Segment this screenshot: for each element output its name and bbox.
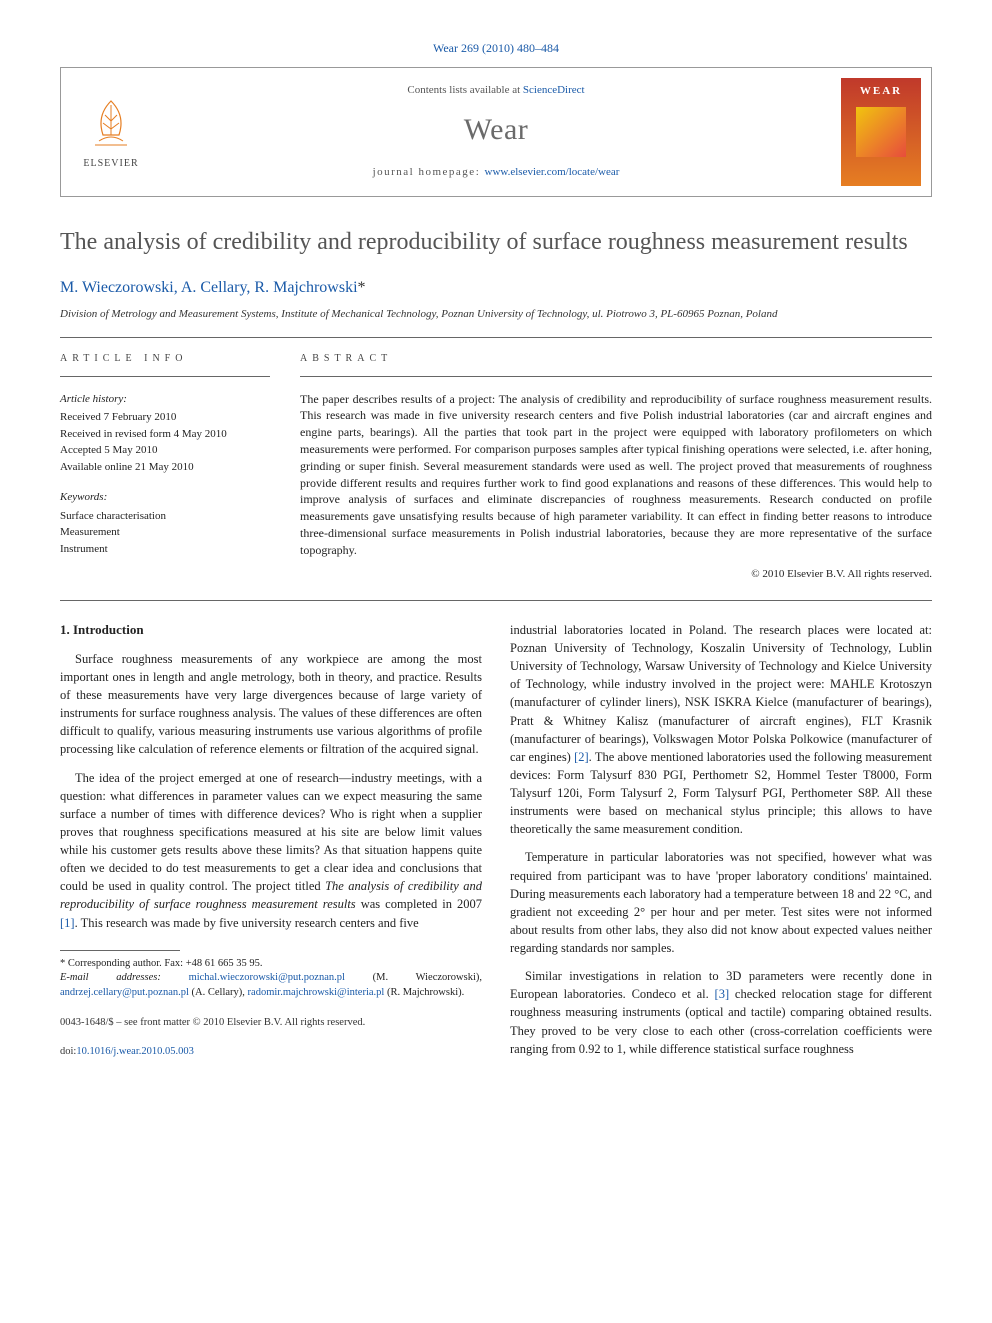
emails-label: E-mail addresses: [60,972,189,983]
body-paragraph: Similar investigations in relation to 3D… [510,967,932,1058]
email-link[interactable]: michal.wieczorowski@put.poznan.pl [189,972,345,983]
journal-cover-thumbnail: WEAR [841,78,921,186]
body-paragraph: The idea of the project emerged at one o… [60,769,482,932]
corresponding-mark: * [358,279,366,296]
article-info-label: ARTICLE INFO [60,352,270,366]
citation-ref[interactable]: [3] [715,987,730,1001]
publisher-logo: ELSEVIER [61,68,161,196]
citation-ref[interactable]: [1] [60,916,75,930]
keyword: Measurement [60,524,270,541]
doi-line: doi:10.1016/j.wear.2010.05.003 [60,1044,482,1059]
contents-available-line: Contents lists available at ScienceDirec… [407,83,584,98]
article-title: The analysis of credibility and reproduc… [60,227,932,257]
keyword: Instrument [60,541,270,558]
journal-homepage-line: journal homepage: www.elsevier.com/locat… [373,165,620,180]
header-center: Contents lists available at ScienceDirec… [161,68,831,196]
elsevier-tree-icon [81,93,141,153]
keywords-block: Keywords: Surface characterisation Measu… [60,489,270,557]
section-heading: 1. Introduction [60,621,482,640]
article-info-box: ARTICLE INFO Article history: Received 7… [60,352,270,582]
author-link[interactable]: M. Wieczorowski, A. Cellary, R. Majchrow… [60,279,358,296]
keyword: Surface characterisation [60,508,270,525]
info-abstract-row: ARTICLE INFO Article history: Received 7… [60,352,932,582]
header-citation: Wear 269 (2010) 480–484 [60,40,932,57]
doi-link[interactable]: 10.1016/j.wear.2010.05.003 [76,1046,194,1057]
journal-header-box: ELSEVIER Contents lists available at Sci… [60,67,932,197]
divider [60,376,270,377]
para-text: was completed in 2007 [356,897,482,911]
body-paragraph: industrial laboratories located in Polan… [510,621,932,839]
para-text: The idea of the project emerged at one o… [60,771,482,894]
para-text: . This research was made by five univers… [75,916,419,930]
history-line: Received 7 February 2010 [60,409,270,426]
abstract-text: The paper describes results of a project… [300,391,932,559]
history-line: Accepted 5 May 2010 [60,442,270,459]
divider [300,376,932,377]
keywords-heading: Keywords: [60,489,270,506]
history-heading: Article history: [60,391,270,408]
body-columns: 1. Introduction Surface roughness measur… [60,621,932,1068]
abstract-copyright: © 2010 Elsevier B.V. All rights reserved… [300,567,932,582]
citation-link[interactable]: Wear 269 (2010) 480–484 [433,41,559,55]
email-footnote: E-mail addresses: michal.wieczorowski@pu… [60,971,482,1000]
history-line: Received in revised form 4 May 2010 [60,426,270,443]
email-who: (A. Cellary), [189,987,248,998]
journal-name: Wear [464,109,529,151]
history-line: Available online 21 May 2010 [60,459,270,476]
cover-art-icon [856,107,906,157]
corresponding-footnote: * Corresponding author. Fax: +48 61 665 … [60,957,482,972]
article-history: Article history: Received 7 February 201… [60,391,270,476]
body-paragraph: Surface roughness measurements of any wo… [60,650,482,759]
abstract-label: ABSTRACT [300,352,932,366]
sciencedirect-link[interactable]: ScienceDirect [523,84,585,96]
affiliation: Division of Metrology and Measurement Sy… [60,307,932,322]
para-text: industrial laboratories located in Polan… [510,623,932,764]
footnotes: * Corresponding author. Fax: +48 61 665 … [60,957,482,1001]
divider [60,600,932,601]
footnote-rule [60,950,180,951]
homepage-link[interactable]: www.elsevier.com/locate/wear [485,166,620,178]
citation-ref[interactable]: [2] [574,750,589,764]
body-paragraph: Temperature in particular laboratories w… [510,848,932,957]
doi-label: doi: [60,1046,76,1057]
contents-prefix: Contents lists available at [407,84,522,96]
abstract-box: ABSTRACT The paper describes results of … [300,352,932,582]
divider [60,337,932,338]
cover-title: WEAR [860,84,902,99]
email-who: (R. Majchrowski). [384,987,464,998]
email-who: (M. Wieczorowski), [345,972,482,983]
author-list: M. Wieczorowski, A. Cellary, R. Majchrow… [60,277,932,299]
homepage-prefix: journal homepage: [373,166,485,178]
front-matter-line: 0043-1648/$ – see front matter © 2010 El… [60,1015,482,1030]
email-link[interactable]: radomir.majchrowski@interia.pl [248,987,385,998]
publisher-name: ELSEVIER [83,157,138,171]
email-link[interactable]: andrzej.cellary@put.poznan.pl [60,987,189,998]
